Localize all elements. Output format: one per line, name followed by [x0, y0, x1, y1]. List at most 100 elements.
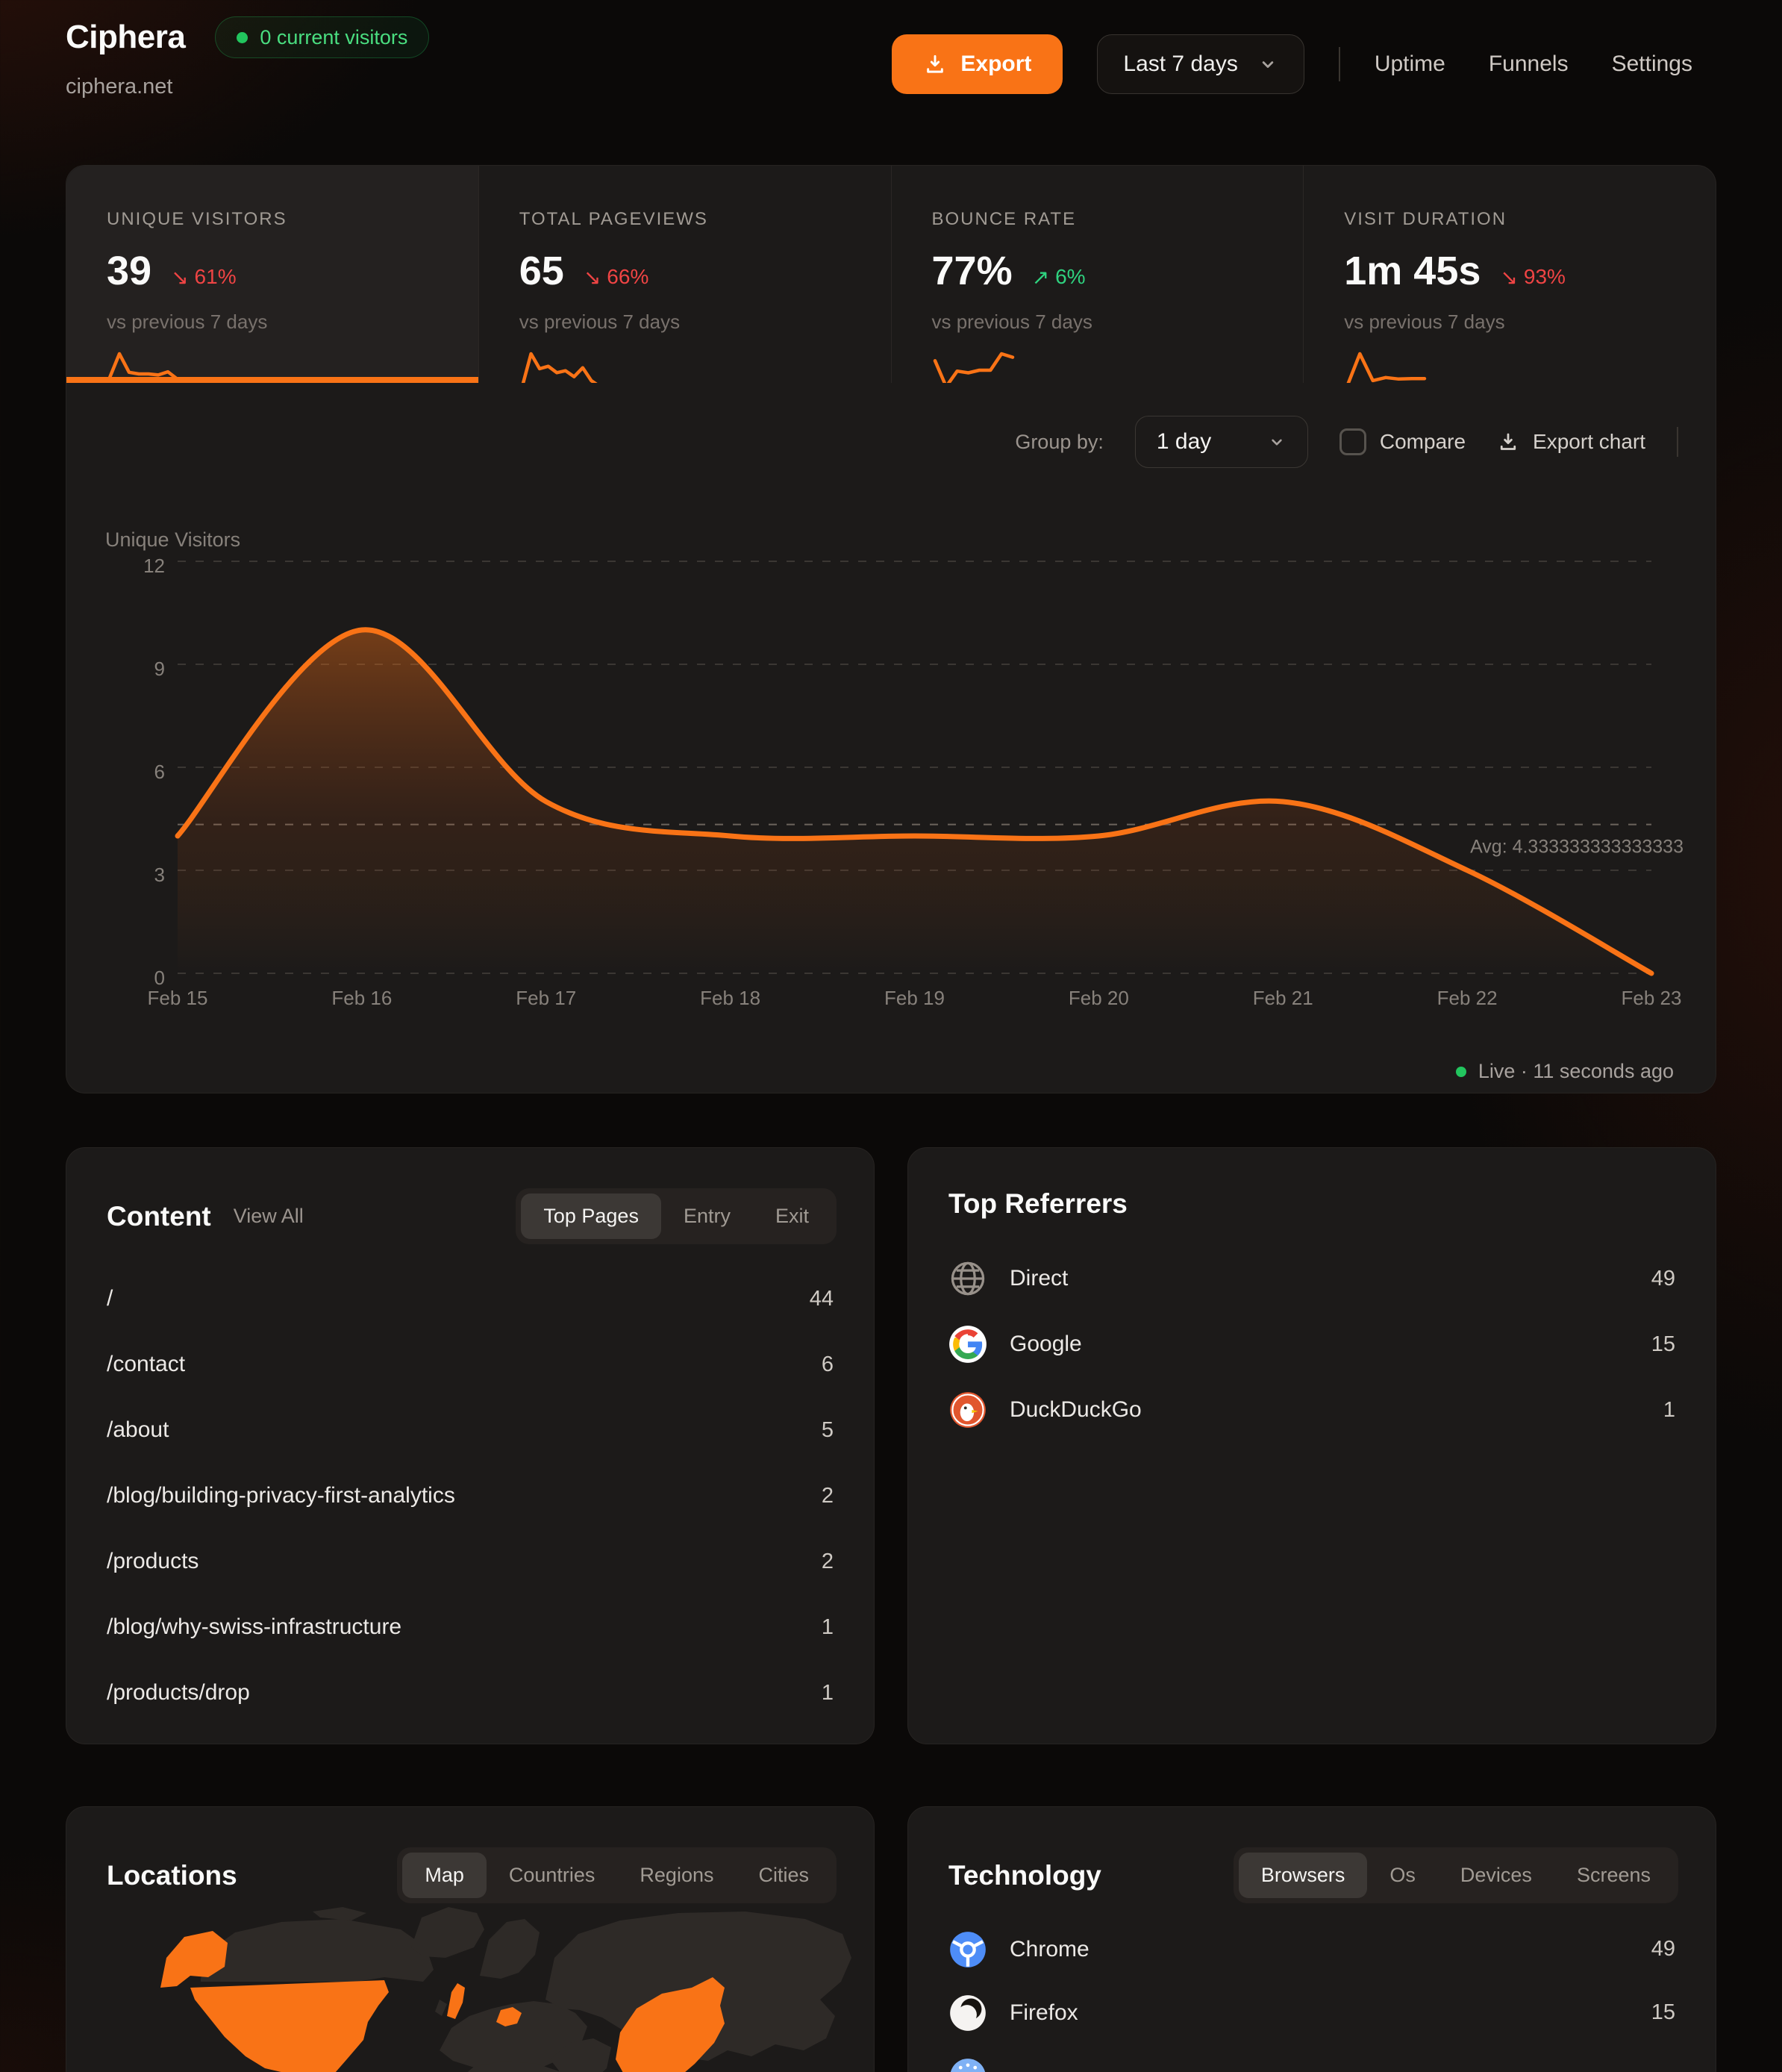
map-region-scandinavia: [480, 1919, 540, 1979]
svg-text:Feb 23: Feb 23: [1622, 987, 1682, 1009]
map-region-greenland[interactable]: [411, 1907, 484, 1958]
tab-devices[interactable]: Devices: [1460, 1864, 1532, 1886]
item-name: Google: [1010, 1332, 1082, 1356]
page-count: 2: [821, 1549, 834, 1573]
live-indicator: Live · 11 seconds ago: [1455, 1060, 1674, 1083]
technology-row[interactable]: Chrome 49: [948, 1917, 1675, 1981]
tab-screens[interactable]: Screens: [1576, 1864, 1651, 1886]
tab-browsers[interactable]: Browsers: [1238, 1853, 1368, 1898]
page-path: /blog/building-privacy-first-analytics: [107, 1483, 455, 1508]
svg-text:Avg: 4.333333333333333: Avg: 4.333333333333333: [1470, 837, 1683, 858]
map-region-africa[interactable]: [456, 2061, 577, 2072]
header-nav: Uptime Funnels Settings: [1375, 52, 1692, 77]
nav-item-settings[interactable]: Settings: [1611, 52, 1692, 76]
locations-title: Locations: [107, 1859, 237, 1891]
tab-entry[interactable]: Entry: [683, 1205, 731, 1227]
stat-delta: ↘ 66%: [583, 265, 649, 289]
nav-item-uptime[interactable]: Uptime: [1374, 52, 1445, 76]
content-rows: / 44/contact 6/about 5/blog/building-privac…: [107, 1266, 834, 1726]
content-row[interactable]: /products 2: [107, 1529, 834, 1594]
technology-tabs: Browsers Os Devices Screens: [1233, 1847, 1678, 1903]
map-region-united-states[interactable]: [190, 1980, 389, 2072]
duckduckgo-icon: [948, 1391, 987, 1429]
date-range-select[interactable]: Last 7 days: [1097, 34, 1304, 94]
locations-tabs: Map Countries Regions Cities: [397, 1847, 837, 1903]
referrer-row[interactable]: Google 15: [948, 1311, 1675, 1377]
stat-delta: ↘ 93%: [1500, 265, 1566, 289]
referrer-row[interactable]: Direct 49: [948, 1246, 1675, 1311]
trend-arrow-icon: ↘: [1500, 266, 1518, 289]
stat-delta: ↘ 61%: [171, 265, 237, 289]
svg-text:3: 3: [154, 864, 165, 886]
item-count: 1: [1663, 1397, 1675, 1422]
stat-compare: vs previous 7 days: [519, 311, 681, 333]
current-visitors-badge[interactable]: 0 current visitors: [215, 16, 430, 58]
page-path: /products/drop: [107, 1680, 250, 1705]
svg-text:Feb 16: Feb 16: [331, 987, 392, 1009]
firefox-icon: [948, 1994, 987, 2032]
map-region-europe[interactable]: [440, 2001, 587, 2072]
chevron-down-icon: [1257, 54, 1278, 75]
compare-checkbox[interactable]: [1339, 428, 1366, 455]
group-by-label: Group by:: [1015, 430, 1104, 453]
content-row[interactable]: /blog/why-swiss-infrastructure 1: [107, 1594, 834, 1660]
technology-row-partial[interactable]: [948, 2044, 1675, 2072]
map-region-china[interactable]: [616, 1977, 725, 2072]
page-count: 2: [821, 1483, 834, 1508]
map-region-romania[interactable]: [496, 2007, 522, 2026]
stat-compare: vs previous 7 days: [931, 311, 1092, 333]
current-visitors-label: 0 current visitors: [260, 25, 408, 49]
tab-map[interactable]: Map: [402, 1853, 487, 1898]
tab-regions[interactable]: Regions: [640, 1864, 714, 1886]
content-row[interactable]: /contact 6: [107, 1332, 834, 1397]
export-button[interactable]: Export: [892, 34, 1063, 94]
content-row[interactable]: /about 5: [107, 1397, 834, 1463]
chrome-icon: [948, 1930, 987, 1969]
tab-countries[interactable]: Countries: [508, 1864, 595, 1886]
item-name: Direct: [1010, 1266, 1069, 1291]
tab-exit[interactable]: Exit: [775, 1205, 809, 1227]
chevron-down-icon: [1267, 432, 1287, 452]
export-chart-button[interactable]: Export chart: [1497, 430, 1645, 454]
page-path: /about: [107, 1417, 169, 1442]
stat-value: 1m 45s: [1344, 249, 1481, 293]
map-region-alaska[interactable]: [160, 1931, 228, 1988]
download-icon: [1497, 431, 1519, 453]
map-region-canada[interactable]: [201, 1919, 434, 1982]
sparkline: [1344, 350, 1675, 383]
tab-os[interactable]: Os: [1389, 1864, 1416, 1886]
google-icon: [948, 1325, 987, 1364]
date-range-value: Last 7 days: [1123, 52, 1238, 76]
svg-text:Feb 18: Feb 18: [700, 987, 760, 1009]
stat-value: 65: [519, 249, 564, 293]
content-title: Content: [107, 1200, 211, 1232]
sparkline: [932, 350, 1263, 383]
stat-card-total-pageviews[interactable]: TOTAL PAGEVIEWS 65 ↘ 66% vs previous 7 days: [478, 166, 891, 383]
technology-row[interactable]: Firefox 15: [948, 1981, 1675, 2044]
group-by-select[interactable]: 1 day: [1134, 416, 1308, 468]
tab-top-pages[interactable]: Top Pages: [521, 1193, 661, 1239]
stat-card-visit-duration[interactable]: VISIT DURATION 1m 45s ↘ 93% vs previous 7 da…: [1303, 166, 1716, 383]
view-all-link[interactable]: View All: [233, 1205, 304, 1227]
page-path: /blog/why-swiss-infrastructure: [107, 1614, 402, 1639]
stat-compare: vs previous 7 days: [107, 311, 268, 333]
tab-cities[interactable]: Cities: [758, 1864, 809, 1886]
nav-item-funnels[interactable]: Funnels: [1488, 52, 1569, 76]
content-row[interactable]: / 44: [107, 1266, 834, 1332]
stat-label: VISIT DURATION: [1344, 209, 1507, 229]
map-region-united-kingdom[interactable]: [447, 1983, 465, 2019]
trend-arrow-icon: ↗: [1031, 266, 1050, 289]
item-name: Chrome: [1010, 1936, 1089, 1962]
referrers-panel: Top Referrers Direct 49 Google 15 DuckDuckGo…: [907, 1147, 1716, 1744]
svg-text:Feb 19: Feb 19: [884, 987, 945, 1009]
page-path: /products: [107, 1549, 199, 1573]
svg-text:12: 12: [143, 555, 165, 577]
stat-card-bounce-rate[interactable]: BOUNCE RATE 77% ↗ 6% vs previous 7 days: [890, 166, 1304, 383]
content-row[interactable]: /blog/building-privacy-first-analytics 2: [107, 1463, 834, 1529]
svg-text:Feb 15: Feb 15: [148, 987, 208, 1009]
referrer-row[interactable]: DuckDuckGo 1: [948, 1377, 1675, 1443]
page-count: 5: [821, 1417, 834, 1442]
content-row[interactable]: /products/drop 1: [107, 1660, 834, 1726]
stat-card-unique-visitors[interactable]: UNIQUE VISITORS 39 ↘ 61% vs previous 7 days: [66, 166, 478, 383]
svg-text:Feb 21: Feb 21: [1253, 987, 1313, 1009]
